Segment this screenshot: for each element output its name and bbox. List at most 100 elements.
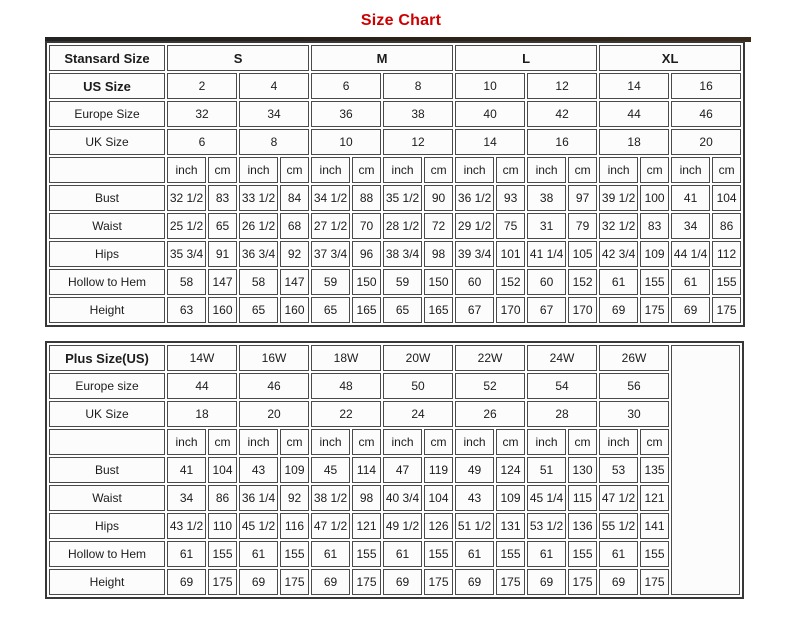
- value-cell: 135: [640, 457, 669, 483]
- header-cell: Plus Size(US): [49, 345, 165, 371]
- value-cell: 175: [496, 569, 525, 595]
- value-cell: 2: [167, 73, 237, 99]
- value-cell: 150: [424, 269, 454, 295]
- value-cell: 61: [383, 541, 422, 567]
- value-cell: 175: [424, 569, 453, 595]
- value-cell: 45: [311, 457, 350, 483]
- value-cell: 39 1/2: [599, 185, 639, 211]
- plus-size-table: Plus Size(US) 14W 16W 18W 20W 22W 24W 26W Europe…: [45, 341, 744, 599]
- value-cell: 29 1/2: [455, 213, 495, 239]
- value-cell: 8: [383, 73, 454, 99]
- unit-cell: cm: [208, 157, 237, 183]
- value-cell: 35 1/2: [383, 185, 423, 211]
- unit-cell: inch: [527, 429, 566, 455]
- value-cell: 115: [568, 485, 597, 511]
- value-cell: 98: [424, 241, 454, 267]
- value-cell: 97: [568, 185, 598, 211]
- table-row: US Size 2 4 6 8 10 12 14 16: [49, 73, 742, 99]
- value-cell: 105: [568, 241, 598, 267]
- standard-size-table: Stansard Size S M L XL US Size 2 4 6 8 10 12 14 16 Eur…: [45, 41, 746, 327]
- value-cell: 34: [167, 485, 206, 511]
- value-cell: 34: [239, 101, 310, 127]
- value-cell: 126: [424, 513, 453, 539]
- unit-cell: cm: [424, 157, 454, 183]
- value-cell: 47 1/2: [599, 485, 638, 511]
- value-cell: 175: [208, 569, 237, 595]
- value-cell: 69: [599, 569, 638, 595]
- value-cell: 14: [455, 129, 526, 155]
- value-cell: 16: [527, 129, 598, 155]
- value-cell: 131: [496, 513, 525, 539]
- value-cell: 14: [599, 73, 670, 99]
- value-cell: 121: [640, 485, 669, 511]
- row-label-cell: Europe Size: [49, 101, 165, 127]
- value-cell: 60: [455, 269, 495, 295]
- row-label-cell: Hips: [49, 241, 165, 267]
- value-cell: 175: [640, 569, 669, 595]
- value-cell: 160: [280, 297, 310, 323]
- unit-cell: cm: [280, 429, 309, 455]
- value-cell: 16W: [239, 345, 309, 371]
- empty-cell: [49, 429, 165, 455]
- value-cell: 51: [527, 457, 566, 483]
- value-cell: 35 3/4: [167, 241, 206, 267]
- table-row: Europe size 44 46 48 50 52 54 56: [49, 373, 740, 399]
- value-cell: 32 1/2: [167, 185, 206, 211]
- unit-cell: cm: [712, 157, 742, 183]
- value-cell: 59: [383, 269, 423, 295]
- value-cell: 63: [167, 297, 206, 323]
- value-cell: 60: [527, 269, 567, 295]
- value-cell: 61: [167, 541, 206, 567]
- table-row: Height 69 175 69 175 69 175 69 175 69 175 69 175 69 17…: [49, 569, 740, 595]
- value-cell: 43: [455, 485, 494, 511]
- unit-cell: inch: [239, 157, 278, 183]
- value-cell: 175: [280, 569, 309, 595]
- table-row: Hollow to Hem 61 155 61 155 61 155 61 155 61 155 61…: [49, 541, 740, 567]
- table-row: inch cm inch cm inch cm inch cm inch cm inch cm inch…: [49, 157, 742, 183]
- row-label-cell: Hollow to Hem: [49, 541, 165, 567]
- value-cell: 72: [424, 213, 454, 239]
- row-label-cell: UK Size: [49, 401, 165, 427]
- value-cell: 10: [311, 129, 382, 155]
- value-cell: 41: [167, 457, 206, 483]
- value-cell: 8: [239, 129, 310, 155]
- value-cell: 26: [455, 401, 525, 427]
- value-cell: 6: [167, 129, 237, 155]
- value-cell: 28 1/2: [383, 213, 423, 239]
- value-cell: 141: [640, 513, 669, 539]
- value-cell: 155: [424, 541, 453, 567]
- value-cell: 36 1/2: [455, 185, 495, 211]
- value-cell: 104: [424, 485, 453, 511]
- value-cell: 14W: [167, 345, 237, 371]
- unit-cell: cm: [496, 429, 525, 455]
- row-label-cell: Hollow to Hem: [49, 269, 165, 295]
- value-cell: 30: [599, 401, 669, 427]
- value-cell: 20: [671, 129, 742, 155]
- value-cell: 69: [383, 569, 422, 595]
- value-cell: 44 1/4: [671, 241, 711, 267]
- value-cell: 40: [455, 101, 526, 127]
- value-cell: 12: [527, 73, 598, 99]
- unit-cell: cm: [280, 157, 310, 183]
- row-label-cell: UK Size: [49, 129, 165, 155]
- value-cell: 86: [712, 213, 742, 239]
- value-cell: 16: [671, 73, 742, 99]
- value-cell: 12: [383, 129, 454, 155]
- value-cell: 65: [239, 297, 278, 323]
- value-cell: 61: [311, 541, 350, 567]
- size-chart-title: Size Chart: [360, 12, 442, 29]
- unit-cell: inch: [167, 157, 206, 183]
- value-cell: 34: [671, 213, 711, 239]
- value-cell: 26W: [599, 345, 669, 371]
- value-cell: 51 1/2: [455, 513, 494, 539]
- value-cell: 6: [311, 73, 382, 99]
- empty-cell: [49, 157, 165, 183]
- value-cell: 155: [352, 541, 381, 567]
- table-row: inch cm inch cm inch cm inch cm inch cm inch cm inch…: [49, 429, 740, 455]
- table-row: Stansard Size S M L XL: [49, 45, 742, 71]
- value-cell: 59: [311, 269, 351, 295]
- value-cell: 69: [167, 569, 206, 595]
- value-cell: 112: [712, 241, 742, 267]
- value-cell: 27 1/2: [311, 213, 351, 239]
- value-cell: 110: [208, 513, 237, 539]
